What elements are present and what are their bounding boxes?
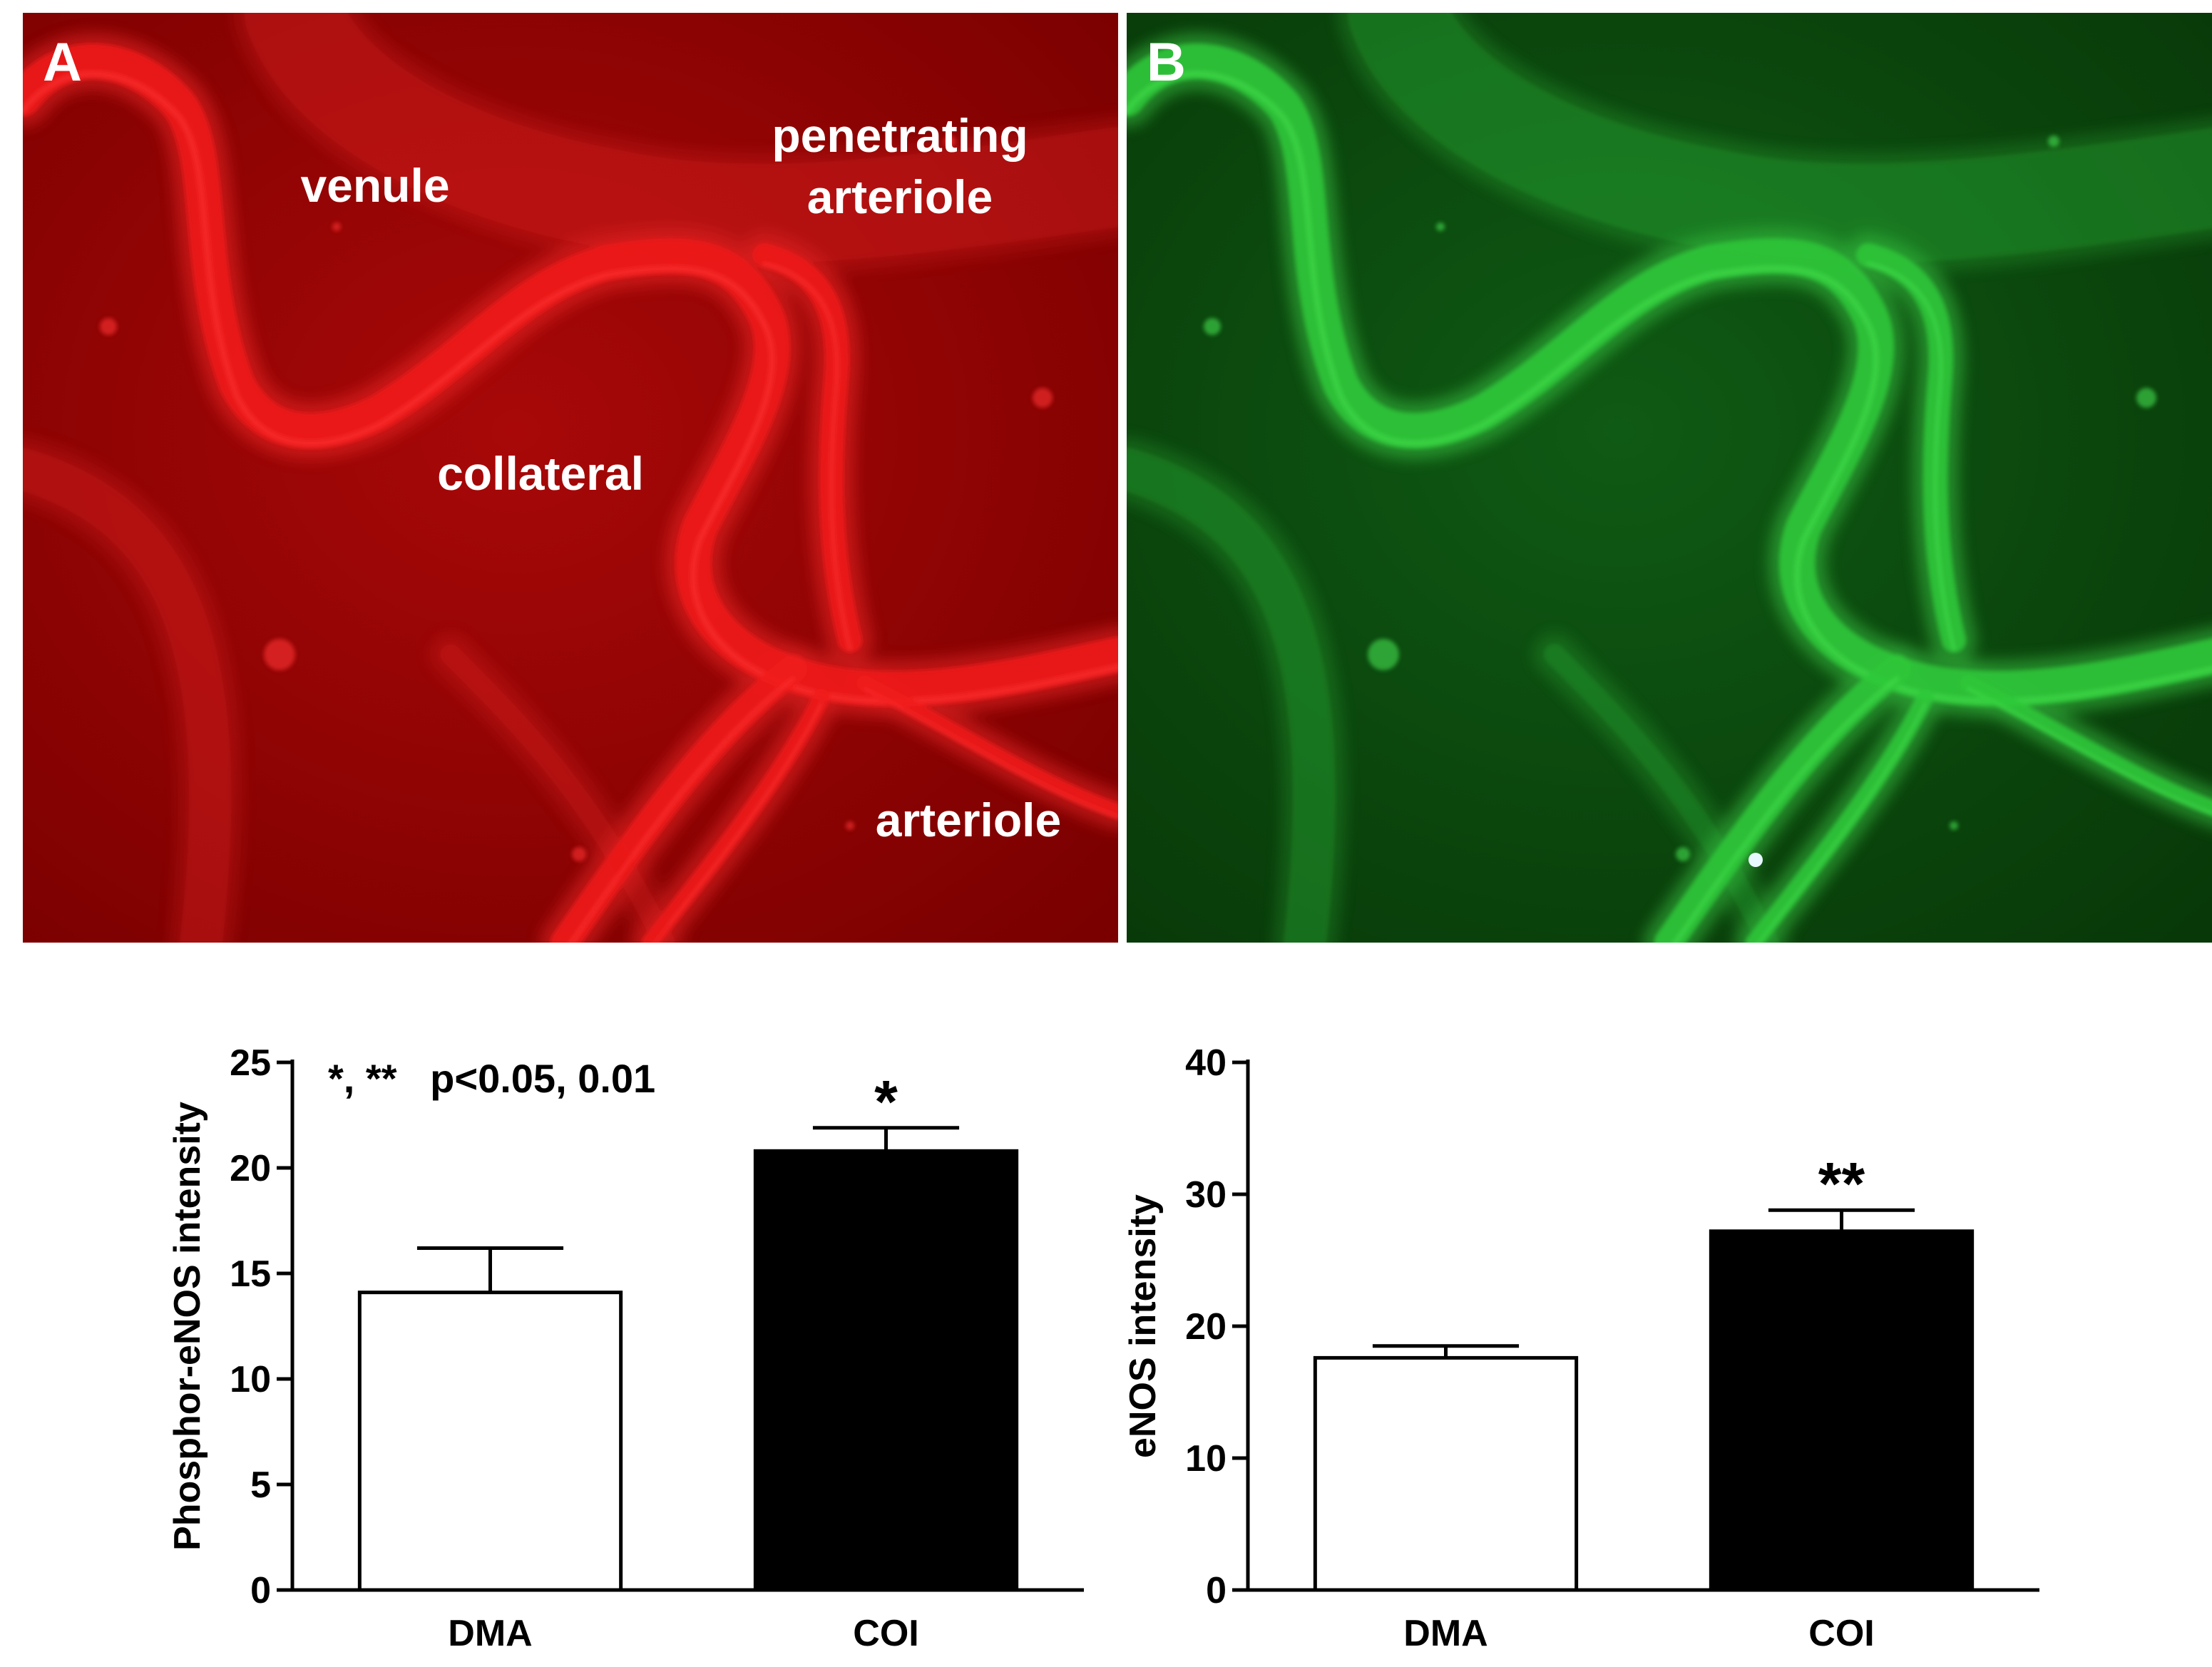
label-collateral: collateral xyxy=(437,447,644,500)
arteriole-branch-vessel xyxy=(1746,689,1934,943)
cell-spot xyxy=(2048,135,2059,147)
panel-letter-a: A xyxy=(43,32,82,93)
y-tick-label: 15 xyxy=(230,1253,271,1295)
arteriole-vessel xyxy=(551,655,807,943)
faint-vessel-left xyxy=(23,448,232,943)
x-tick-label: COI xyxy=(1808,1613,1874,1654)
venule-haze xyxy=(244,13,1118,264)
label-penetrating-arteriole: penetrating arteriole xyxy=(772,109,1028,223)
cell-spot xyxy=(1950,821,1958,830)
micrograph-a-image xyxy=(23,13,1118,943)
penetrating-arteriole-vessel-wall xyxy=(1865,261,1957,651)
bar-coi xyxy=(753,1149,1019,1592)
side-branch-vessel xyxy=(856,675,1118,819)
side-branch-vessel-wall xyxy=(1967,687,2212,815)
bar-coi xyxy=(1709,1229,1975,1592)
significance-marker: ** xyxy=(1818,1150,1865,1217)
arteriole-vessel-wall xyxy=(568,676,796,943)
faint-vessel-lower xyxy=(440,644,675,943)
y-tick-label: 0 xyxy=(1206,1570,1227,1611)
chart-2-svg: 0 10 20 30 40 eNOS intensity DMA COI ** xyxy=(1122,1042,2039,1654)
bright-speck xyxy=(1748,853,1763,867)
y-tick-label: 40 xyxy=(1185,1042,1227,1084)
y-tick-label: 10 xyxy=(1185,1438,1227,1479)
micrograph-panel-b: B xyxy=(1127,13,2212,943)
penetrating-arteriole-vessel-wall xyxy=(762,261,853,651)
venule-haze xyxy=(1348,13,2212,264)
micrograph-panel-a: A venule penetrating arteriole collatera… xyxy=(23,13,1118,943)
x-tick-label: DMA xyxy=(448,1613,532,1654)
y-axis-label: eNOS intensity xyxy=(1122,1194,1164,1458)
chart-1-svg: 0 5 10 15 20 25 Phosphor-eNOS intensity DMA COI * xyxy=(167,1042,1084,1654)
arteriole-branch-vessel-wall xyxy=(1756,702,1927,943)
x-tick-label: DMA xyxy=(1403,1613,1488,1654)
collateral-vessel-wall xyxy=(23,71,1118,705)
x-tick-label: COI xyxy=(853,1613,918,1654)
y-tick-label: 5 xyxy=(250,1465,271,1506)
cell-spot xyxy=(1436,222,1445,231)
significance-marker: * xyxy=(874,1068,898,1135)
label-venule: venule xyxy=(300,159,450,212)
y-tick-label: 30 xyxy=(1185,1174,1227,1216)
cell-spot xyxy=(1368,639,1399,670)
cell-spot xyxy=(2136,388,2156,408)
faint-vessel-lower xyxy=(1544,644,1779,943)
arteriole-vessel xyxy=(1654,655,1911,943)
y-tick-label: 10 xyxy=(230,1359,271,1400)
bar-dma xyxy=(1313,1355,1579,1592)
cell-spot xyxy=(100,318,117,335)
y-tick-label: 0 xyxy=(250,1570,271,1611)
y-axis-label: Phosphor-eNOS intensity xyxy=(167,1102,208,1551)
panel-letter-b: B xyxy=(1147,32,1186,93)
cell-spot xyxy=(1033,388,1053,408)
cell-spot xyxy=(1676,847,1690,861)
label-arteriole: arteriole xyxy=(875,794,1062,846)
arteriole-branch-vessel xyxy=(642,689,830,943)
y-tick-label: 20 xyxy=(230,1148,271,1189)
cell-spot xyxy=(1204,318,1221,335)
faint-vessel-left xyxy=(1127,448,1336,943)
side-branch-vessel xyxy=(1960,675,2212,816)
micrograph-b-image xyxy=(1127,13,2212,943)
cell-spot xyxy=(572,847,586,861)
arteriole-vessel-wall xyxy=(1672,676,1900,943)
significance-note: *, ** p<0.05, 0.01 xyxy=(328,1056,656,1101)
bar-dma xyxy=(357,1291,623,1592)
y-tick-label: 20 xyxy=(1185,1306,1227,1348)
cell-spot xyxy=(332,222,341,231)
bar-chart-enos: 0 10 20 30 40 eNOS intensity DMA COI ** xyxy=(1098,1027,2054,1654)
cell-spot xyxy=(846,821,854,830)
collateral-vessel-wall xyxy=(1127,71,2212,705)
y-tick-label: 25 xyxy=(230,1042,271,1084)
arteriole-branch-vessel-wall xyxy=(652,702,824,943)
side-branch-vessel-wall xyxy=(863,687,1118,819)
cell-spot xyxy=(264,639,295,670)
bar-chart-phosphor-enos: 0 5 10 15 20 25 Phosphor-eNOS intensity DMA COI *… xyxy=(143,1027,1098,1654)
cell-spot xyxy=(944,135,956,147)
